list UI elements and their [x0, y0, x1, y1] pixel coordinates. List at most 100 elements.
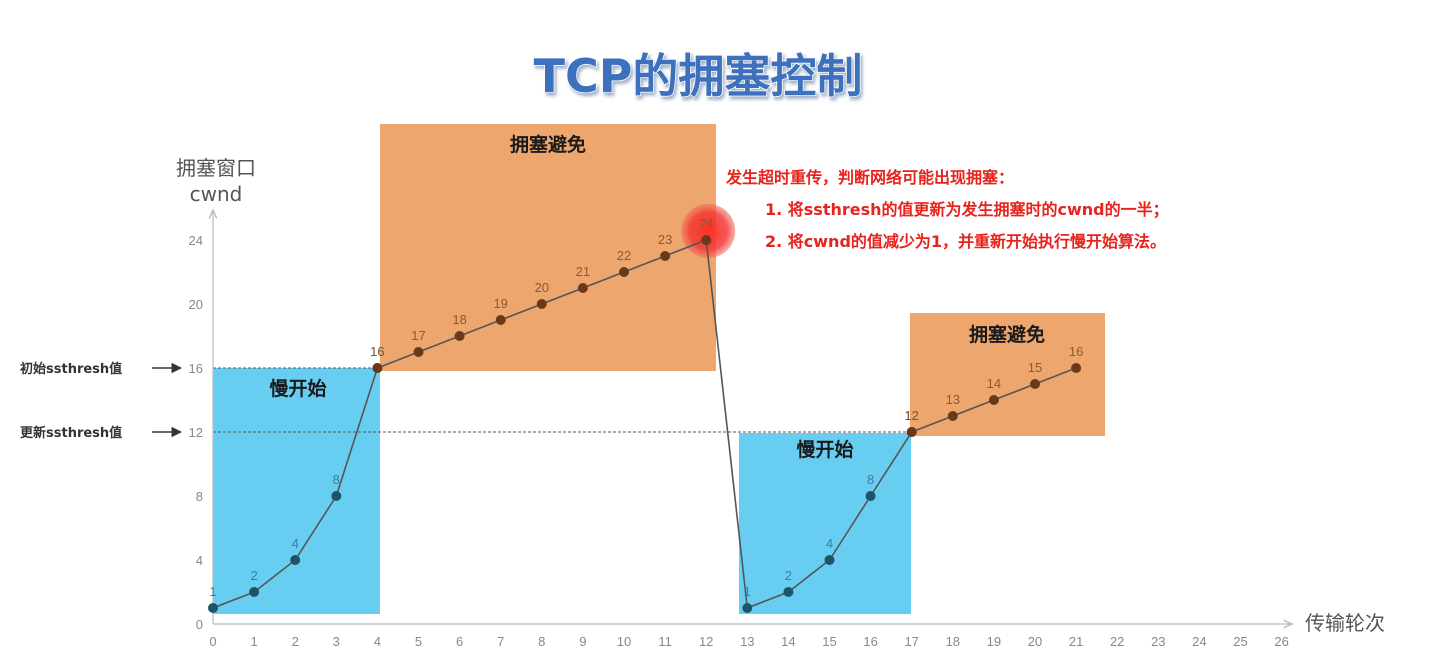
data-point [988, 395, 999, 405]
data-point [701, 235, 712, 245]
x-tick-label: 2 [292, 634, 299, 649]
data-point [372, 363, 383, 373]
data-point-label: 1 [209, 584, 216, 599]
data-point-label: 16 [1069, 344, 1083, 359]
data-point [824, 555, 835, 565]
y-tick-label: 16 [189, 361, 203, 376]
initial-ssthresh-label: 初始ssthresh值 [20, 361, 122, 377]
y-tick-label: 4 [196, 553, 203, 568]
slow-start-label-2: 慢开始 [796, 438, 853, 461]
x-tick-label: 14 [781, 634, 795, 649]
data-point-label: 20 [535, 280, 549, 295]
slow-start-region-2 [739, 433, 911, 614]
data-point-label: 15 [1028, 360, 1042, 375]
y-tick-label: 20 [189, 297, 203, 312]
data-point-label: 16 [370, 344, 384, 359]
data-point-label: 12 [904, 408, 918, 423]
note-line-3: 2. 将cwnd的值减少为1，并重新开始执行慢开始算法。 [765, 232, 1166, 251]
data-point [290, 555, 301, 565]
data-point [783, 587, 794, 597]
x-tick-label: 21 [1069, 634, 1083, 649]
data-point-label: 14 [987, 376, 1001, 391]
x-tick-label: 20 [1028, 634, 1042, 649]
x-tick-label: 8 [538, 634, 545, 649]
data-point [249, 587, 260, 597]
y-tick-label: 0 [196, 617, 203, 632]
x-tick-label: 3 [333, 634, 340, 649]
x-tick-label: 19 [987, 634, 1001, 649]
x-tick-label: 0 [209, 634, 216, 649]
data-point [660, 251, 671, 261]
data-point-label: 21 [576, 264, 590, 279]
congestion-avoidance-region-2 [910, 313, 1105, 436]
data-point [208, 603, 218, 613]
data-point [536, 299, 547, 309]
data-point-label: 8 [333, 472, 340, 487]
y-axis-title-line2: cwnd [190, 182, 243, 206]
x-tick-label: 17 [904, 634, 918, 649]
data-point-label: 2 [785, 568, 792, 583]
note-line-2: 1. 将ssthresh的值更新为发生拥塞时的cwnd的一半； [765, 200, 1169, 219]
y-axis-title-line1: 拥塞窗口 [176, 156, 256, 180]
data-point [906, 427, 917, 437]
data-point-label: 19 [493, 296, 507, 311]
data-point-label: 22 [617, 248, 631, 263]
data-point [454, 331, 465, 341]
data-point-label: 16 [370, 344, 384, 359]
data-point [947, 411, 958, 421]
x-tick-label: 4 [374, 634, 381, 649]
x-tick-label: 7 [497, 634, 504, 649]
data-point [865, 491, 876, 501]
updated-ssthresh-label: 更新ssthresh值 [20, 425, 122, 441]
timeout-marker [681, 204, 736, 258]
y-tick-label: 8 [196, 489, 203, 504]
data-point [577, 283, 588, 293]
data-point [742, 603, 753, 613]
data-point-label: 17 [411, 328, 425, 343]
note-line-1: 发生超时重传，判断网络可能出现拥塞： [725, 168, 1014, 187]
slow-start-region-1 [213, 368, 380, 614]
x-tick-label: 5 [415, 634, 422, 649]
x-tick-label: 12 [699, 634, 713, 649]
y-tick-label: 24 [189, 233, 203, 248]
data-point-label: 4 [826, 536, 833, 551]
data-point-label: 18 [452, 312, 466, 327]
y-tick-labels: 0 4 8 12 16 20 24 [189, 233, 203, 632]
data-point-label: 23 [658, 232, 672, 247]
x-tick-label: 23 [1151, 634, 1165, 649]
x-tick-label: 15 [822, 634, 836, 649]
data-point [619, 267, 629, 277]
x-tick-label: 11 [658, 634, 672, 649]
x-tick-label: 18 [946, 634, 960, 649]
x-tick-label: 9 [579, 634, 586, 649]
data-point [413, 347, 424, 357]
congestion-avoidance-region-1 [380, 124, 716, 371]
data-point [495, 315, 506, 325]
x-tick-label: 16 [863, 634, 877, 649]
x-tick-label: 25 [1233, 634, 1247, 649]
x-tick-label: 1 [250, 634, 257, 649]
data-point-label: 8 [867, 472, 874, 487]
data-point-label: 24 [699, 216, 713, 231]
x-tick-label: 10 [617, 634, 631, 649]
data-point-label: 1 [744, 584, 751, 599]
data-point [1030, 379, 1040, 389]
x-tick-label: 22 [1110, 634, 1124, 649]
x-axis-title: 传输轮次 [1305, 611, 1385, 635]
x-tick-label: 13 [740, 634, 754, 649]
data-point [331, 491, 342, 501]
slow-start-label-1: 慢开始 [269, 377, 326, 400]
x-tick-label: 26 [1274, 634, 1288, 649]
data-point-label: 12 [904, 408, 918, 423]
data-point [1071, 363, 1082, 373]
congestion-avoidance-label-2: 拥塞避免 [969, 323, 1045, 346]
congestion-avoidance-label-1: 拥塞避免 [510, 133, 586, 156]
x-tick-label: 6 [456, 634, 463, 649]
cwnd-line [212, 238, 1077, 610]
data-point-label: 4 [292, 536, 299, 551]
data-point-label: 2 [250, 568, 257, 583]
page-title: TCP的拥塞控制 [534, 49, 863, 103]
x-tick-labels: 0 1 2 3 4 5 6 7 8 9 10 11 12 13 14 15 16 17 18 19 20 21 22 23 24… [209, 634, 1288, 649]
